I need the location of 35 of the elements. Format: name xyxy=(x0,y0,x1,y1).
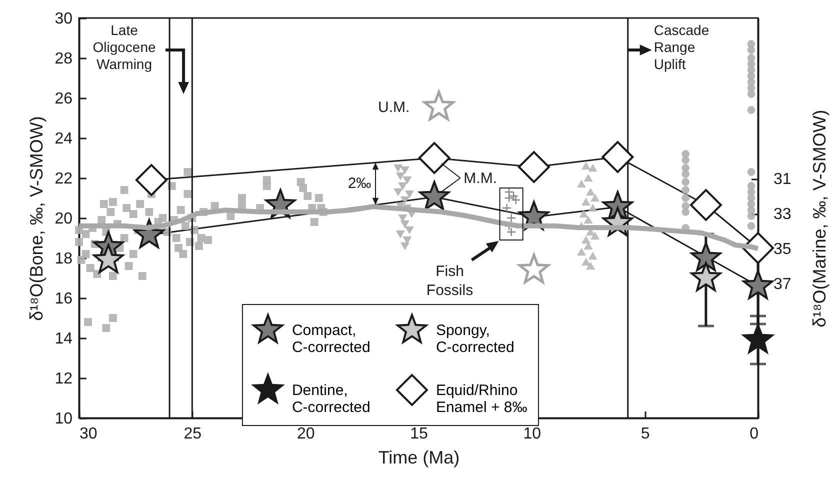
legend-label: Equid/Rhino Enamel + 8‰ xyxy=(436,382,528,416)
y-tick-label: 16 xyxy=(54,290,73,308)
legend-label: Dentine, C-corrected xyxy=(292,382,370,416)
x-tick-label: 10 xyxy=(523,426,542,442)
y-axis-title: δ¹⁸O(Bone, ‰, V-SMOW) xyxy=(26,116,47,321)
y2-tick-label: 33 xyxy=(774,206,792,224)
y2-tick-label: 31 xyxy=(774,171,792,188)
y-tick-label: 20 xyxy=(54,210,73,228)
y-tick-label: 14 xyxy=(54,330,73,348)
annotation: U.M. xyxy=(378,99,410,116)
y-tick-label: 26 xyxy=(54,90,73,108)
ref-line-label: Late Oligocene Warming xyxy=(92,22,156,72)
x-tick-label: 25 xyxy=(184,426,202,442)
x-tick-label: 15 xyxy=(410,426,428,442)
y2-axis-title: δ¹⁸O(Marine, ‰, V-SMOW) xyxy=(810,110,830,328)
x-tick-label: 30 xyxy=(80,426,98,442)
annotation: M.M. xyxy=(464,170,498,187)
y-tick-label: 10 xyxy=(54,410,73,428)
annotation: 2‰ xyxy=(348,175,372,192)
x-tick-label: 20 xyxy=(296,426,315,442)
y2-tick-label: 37 xyxy=(774,276,792,293)
y-tick-label: 12 xyxy=(54,370,73,388)
legend-label: Spongy, C-corrected xyxy=(436,322,514,356)
x-axis-title: Time (Ma) xyxy=(378,448,460,468)
y-tick-label: 28 xyxy=(54,50,73,68)
y-tick-label: 18 xyxy=(54,250,73,268)
legend-label: Compact, C-corrected xyxy=(292,322,370,356)
y-tick-label: 24 xyxy=(54,130,73,148)
y-tick-label: 30 xyxy=(54,10,73,28)
x-tick-label: 0 xyxy=(750,426,759,442)
annotation: Fish Fossils xyxy=(426,263,474,299)
y2-tick-label: 35 xyxy=(774,241,792,258)
y-tick-label: 22 xyxy=(54,170,73,188)
x-tick-label: 5 xyxy=(640,426,650,442)
ref-line-label: Cascade Range Uplift xyxy=(654,22,710,72)
